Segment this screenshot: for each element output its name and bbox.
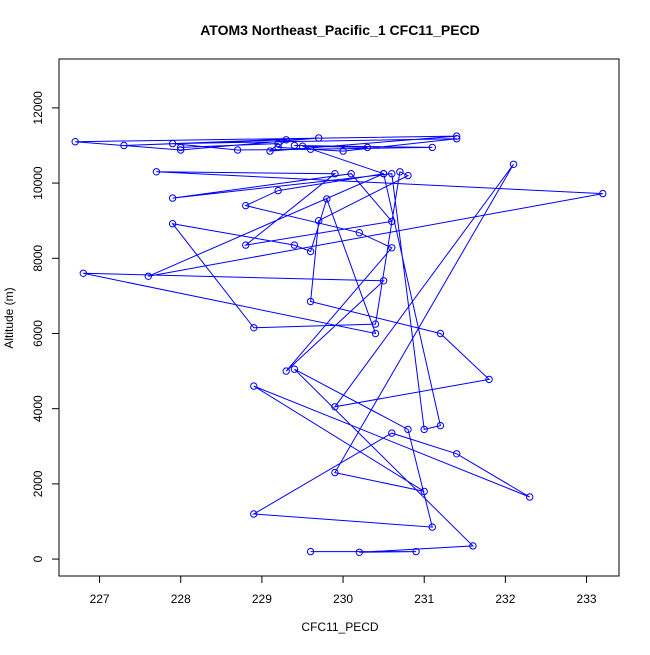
data-point — [274, 143, 282, 152]
data-point — [177, 143, 185, 152]
data-point — [315, 217, 323, 225]
data-point — [363, 143, 372, 152]
data-point — [266, 147, 274, 155]
x-tick-label: 233 — [577, 592, 597, 606]
data-point — [404, 171, 412, 180]
data-point — [404, 425, 412, 434]
data-point — [152, 168, 161, 176]
x-axis: 227 228 229 230 231 232 233 — [90, 575, 597, 606]
x-tick-label: 227 — [90, 592, 110, 606]
data-point — [509, 160, 518, 169]
data-point — [379, 170, 388, 178]
y-tick-label: 10000 — [31, 166, 45, 200]
data-point — [396, 168, 404, 176]
plot-frame — [58, 58, 620, 577]
data-point — [282, 367, 290, 375]
data-point — [453, 450, 461, 458]
data-point — [177, 146, 185, 154]
y-tick-label: 2000 — [31, 470, 45, 497]
data-point — [323, 195, 331, 203]
data-point — [420, 425, 428, 434]
series-line — [75, 135, 603, 553]
data-point — [436, 329, 445, 338]
data-point — [242, 201, 250, 210]
data-point — [436, 421, 445, 430]
data-point — [144, 272, 153, 280]
data-point — [355, 548, 363, 556]
series-layer — [71, 132, 607, 556]
data-point — [168, 220, 177, 228]
data-point — [388, 429, 396, 437]
data-point — [331, 170, 339, 178]
data-point — [428, 523, 436, 531]
data-point — [428, 143, 436, 152]
data-point — [526, 493, 534, 501]
x-tick-label: 231 — [414, 592, 434, 606]
data-point — [233, 146, 242, 154]
data-point — [331, 468, 339, 477]
data-point — [339, 147, 347, 155]
data-point — [306, 247, 315, 256]
data-point — [379, 277, 388, 285]
data-point — [485, 375, 493, 384]
data-point — [298, 142, 307, 150]
x-tick-label: 229 — [252, 592, 272, 606]
data-point — [388, 170, 396, 178]
data-point — [420, 487, 428, 496]
data-point — [453, 132, 461, 140]
data-point — [388, 217, 396, 226]
data-point — [306, 145, 315, 153]
data-point — [371, 329, 380, 338]
chart-title: ATOM3 Northeast_Pacific_1 CFC11_PECD — [200, 22, 480, 38]
data-point — [282, 136, 290, 144]
data-point — [599, 189, 607, 198]
data-point — [250, 510, 258, 518]
data-point — [290, 365, 299, 373]
data-point — [306, 547, 315, 556]
x-tick-label: 230 — [333, 592, 353, 606]
data-point — [274, 186, 282, 195]
x-tick-label: 232 — [495, 592, 515, 606]
data-point — [331, 403, 339, 411]
x-axis-label: CFC11_PECD — [301, 620, 378, 634]
data-point — [388, 244, 396, 252]
y-axis-label: Altitude (m) — [2, 287, 16, 348]
data-point — [306, 297, 315, 306]
data-point — [371, 320, 380, 328]
data-point — [79, 269, 88, 277]
data-point — [469, 542, 477, 550]
data-point — [290, 141, 299, 150]
data-point — [71, 138, 79, 146]
data-point — [347, 170, 355, 178]
data-point — [250, 324, 258, 332]
y-tick-label: 6000 — [31, 320, 45, 347]
data-point — [242, 241, 250, 249]
x-tick-label: 228 — [171, 592, 191, 606]
data-point — [120, 141, 128, 150]
y-tick-label: 4000 — [31, 395, 45, 422]
data-point — [274, 139, 282, 148]
data-point — [290, 241, 299, 249]
data-point — [250, 382, 258, 390]
data-point — [168, 139, 177, 148]
y-tick-label: 8000 — [31, 245, 45, 272]
data-point — [412, 547, 420, 556]
y-tick-label: 0 — [31, 555, 45, 562]
data-point — [355, 229, 363, 237]
data-point — [453, 135, 461, 143]
data-point — [315, 134, 323, 142]
y-axis: 0 2000 4000 6000 8000 10000 12000 — [31, 91, 60, 562]
data-point — [168, 194, 177, 202]
y-tick-label: 12000 — [31, 91, 45, 125]
